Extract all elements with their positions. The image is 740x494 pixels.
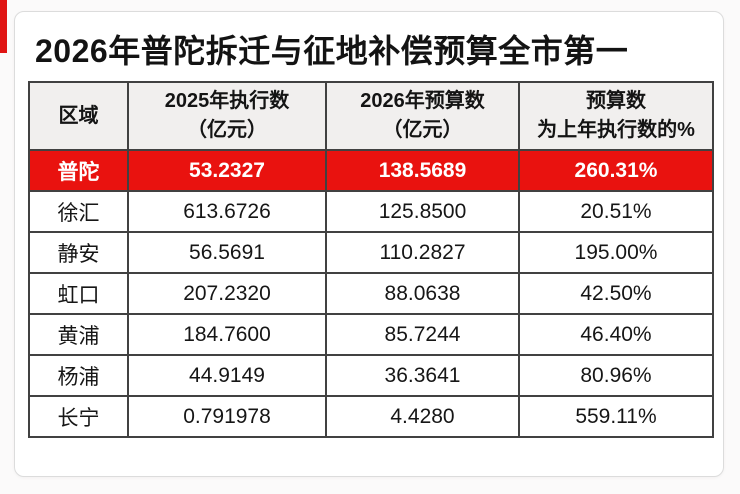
budget2026-cell: 88.0638: [325, 272, 520, 315]
header-row: 区域 2025年执行数 （亿元） 2026年预算数 （亿元） 预算数 为上年执行…: [28, 81, 714, 151]
ratio-cell: 20.51%: [518, 190, 714, 233]
exec2025-cell: 56.5691: [127, 231, 327, 274]
exec2025-cell: 207.2320: [127, 272, 327, 315]
exec2025-cell: 0.791978: [127, 395, 327, 438]
region-cell: 静安: [28, 231, 129, 274]
region-cell: 杨浦: [28, 354, 129, 397]
ratio-cell: 195.00%: [518, 231, 714, 274]
table-row-huangpu: 黄浦 184.7600 85.7244 46.40%: [28, 313, 714, 356]
table-row-xuhui: 徐汇 613.6726 125.8500 20.51%: [28, 190, 714, 233]
header-budget-line1: 2026年预算数: [360, 90, 485, 112]
header-exec-2025: 2025年执行数 （亿元）: [127, 81, 327, 151]
header-region-label: 区域: [58, 104, 99, 127]
budget2026-cell: 85.7244: [325, 313, 520, 356]
ratio-cell: 42.50%: [518, 272, 714, 315]
table-row-putuo-highlight: 普陀 53.2327 138.5689 260.31%: [28, 149, 714, 192]
ratio-cell: 559.11%: [518, 395, 714, 438]
ratio-cell: 80.96%: [518, 354, 714, 397]
table-row-yangpu: 杨浦 44.9149 36.3641 80.96%: [28, 354, 714, 397]
header-exec-line2: （亿元）: [187, 119, 267, 141]
exec2025-cell: 184.7600: [127, 313, 327, 356]
budget2026-cell: 4.4280: [325, 395, 520, 438]
region-cell: 徐汇: [28, 190, 129, 233]
red-edge-decoration: [0, 0, 7, 53]
budget2026-cell: 125.8500: [325, 190, 520, 233]
exec2025-cell: 53.2327: [127, 149, 327, 192]
budget2026-cell: 110.2827: [325, 231, 520, 274]
exec2025-cell: 613.6726: [127, 190, 327, 233]
table-row-jingan: 静安 56.5691 110.2827 195.00%: [28, 231, 714, 274]
budget2026-cell: 36.3641: [325, 354, 520, 397]
header-ratio-line1: 预算数: [586, 90, 646, 112]
table-card: 2026年普陀拆迁与征地补偿预算全市第一 区域 2025年执行数 （亿元） 20…: [14, 11, 724, 477]
budget2026-cell: 138.5689: [325, 149, 520, 192]
header-ratio: 预算数 为上年执行数的%: [518, 81, 714, 151]
page-title: 2026年普陀拆迁与征地补偿预算全市第一: [35, 33, 629, 69]
header-budget-line2: （亿元）: [382, 119, 463, 141]
budget-table: 区域 2025年执行数 （亿元） 2026年预算数 （亿元） 预算数 为上年执行…: [28, 81, 714, 438]
region-cell: 虹口: [28, 272, 129, 315]
table-row-hongkou: 虹口 207.2320 88.0638 42.50%: [28, 272, 714, 315]
region-cell: 普陀: [28, 149, 129, 192]
region-cell: 黄浦: [28, 313, 129, 356]
header-budget-2026: 2026年预算数 （亿元）: [325, 81, 520, 151]
exec2025-cell: 44.9149: [127, 354, 327, 397]
table-body: 普陀 53.2327 138.5689 260.31% 徐汇 613.6726 …: [28, 149, 714, 438]
header-ratio-line2: 为上年执行数的%: [537, 119, 695, 141]
ratio-cell: 260.31%: [518, 149, 714, 192]
table-row-changning: 长宁 0.791978 4.4280 559.11%: [28, 395, 714, 438]
table-header: 区域 2025年执行数 （亿元） 2026年预算数 （亿元） 预算数 为上年执行…: [28, 81, 714, 151]
header-exec-line1: 2025年执行数: [164, 90, 290, 112]
ratio-cell: 46.40%: [518, 313, 714, 356]
region-cell: 长宁: [28, 395, 129, 438]
header-region: 区域: [28, 81, 129, 151]
